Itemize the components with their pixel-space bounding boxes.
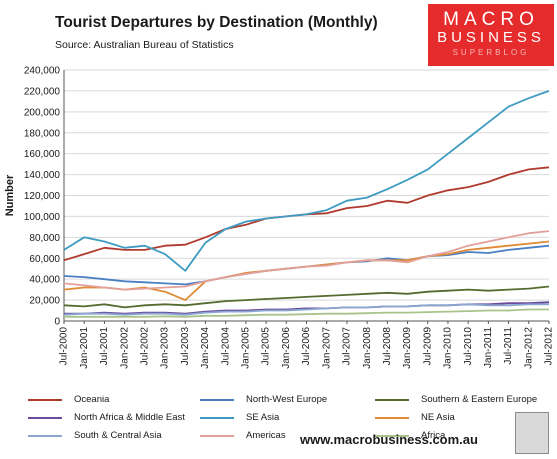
line-chart: 0 20,000 40,000 60,000 80,000 100,000 120,000 1… (4, 66, 555, 369)
x-tick-label: Jul-2000 (59, 327, 70, 366)
y-tick-label: 240,000 (24, 66, 61, 77)
y-tick-label: 220,000 (24, 86, 61, 97)
x-tick-label: Jan-2008 (362, 327, 373, 369)
x-tick-label: Jan-2010 (443, 327, 454, 369)
y-tick-label: 160,000 (24, 149, 61, 160)
x-tick-label: Jul-2012 (544, 327, 555, 366)
y-tick-label: 180,000 (24, 128, 61, 139)
x-tick-label: Jul-2009 (422, 327, 433, 366)
y-tick-label: 140,000 (24, 170, 61, 181)
macrobusiness-logo: MACRO BUSINESS SUPERBLOG (428, 4, 554, 66)
x-tick-label: Jan-2007 (321, 327, 332, 369)
x-tick-label: Jan-2003 (160, 327, 171, 369)
logo-word-macro: MACRO (443, 9, 539, 30)
legend-label: NE Asia (421, 412, 455, 423)
y-tick-label: 0 (54, 317, 60, 328)
x-tick-label: Jul-2003 (180, 327, 191, 366)
y-tick-label: 60,000 (29, 254, 60, 265)
legend-swatch (28, 399, 62, 401)
y-tick-label: 120,000 (24, 191, 61, 202)
x-tick-label: Jul-2006 (301, 327, 312, 366)
x-tick-label: Jul-2002 (139, 327, 150, 366)
series-line-south-central-asia (63, 303, 549, 316)
y-tick-label: 20,000 (29, 296, 60, 307)
series-line-north-west-europe (63, 244, 550, 286)
legend-swatch (375, 399, 409, 401)
legend-label: North-West Europe (246, 394, 328, 405)
x-tick-label: Jul-2004 (220, 327, 231, 366)
legend-swatch (200, 417, 234, 419)
legend-label: North Africa & Middle East (74, 412, 185, 423)
legend-label: South & Central Asia (74, 430, 162, 441)
legend-swatch (200, 435, 234, 437)
series-line-americas (63, 230, 550, 291)
legend-label: Southern & Eastern Europe (421, 394, 538, 405)
y-tick-label: 200,000 (24, 107, 61, 118)
x-tick-label: Jul-2007 (342, 327, 353, 366)
website-url: www.macrobusiness.com.au (300, 432, 478, 447)
chart-source: Source: Australian Bureau of Statistics (55, 39, 234, 51)
x-tick-label: Jan-2004 (200, 327, 211, 369)
legend-swatch (200, 399, 234, 401)
y-tick-label: 100,000 (24, 212, 61, 223)
legend-swatch (28, 435, 62, 437)
x-tick-label: Jan-2012 (523, 327, 534, 369)
y-axis-title: Number (4, 174, 16, 216)
legend-swatch (375, 417, 409, 419)
legend-label: SE Asia (246, 412, 280, 423)
x-tick-label: Jul-2001 (99, 327, 110, 366)
x-tick-label: Jul-2008 (382, 327, 393, 366)
x-tick-label: Jan-2009 (402, 327, 413, 369)
x-tick-label: Jul-2011 (503, 327, 514, 365)
x-tick-label: Jan-2006 (281, 327, 292, 369)
legend-swatch (375, 435, 409, 437)
logo-word-superblog: SUPERBLOG (452, 48, 530, 57)
wolf-mascot-icon (515, 412, 549, 454)
legend-label: Oceania (74, 394, 110, 405)
logo-word-business: BUSINESS (437, 29, 545, 46)
x-tick-label: Jan-2005 (241, 327, 252, 369)
chart-title: Tourist Departures by Destination (Month… (55, 14, 378, 31)
series-line-africa (64, 308, 549, 318)
legend-label: Americas (246, 430, 286, 441)
series-line-southern-eastern-europe (63, 285, 550, 309)
series-line-se-asia (63, 90, 550, 272)
y-tick-label: 40,000 (29, 275, 60, 286)
x-tick-label: Jul-2005 (261, 327, 272, 366)
legend-label: Africa (421, 430, 446, 441)
legend-swatch (28, 417, 62, 419)
x-tick-label: Jan-2001 (79, 327, 90, 369)
x-tick-label: Jan-2011 (483, 327, 494, 368)
y-tick-label: 80,000 (29, 233, 60, 244)
x-tick-label: Jan-2002 (119, 327, 130, 369)
x-tick-label: Jul-2010 (463, 327, 474, 366)
